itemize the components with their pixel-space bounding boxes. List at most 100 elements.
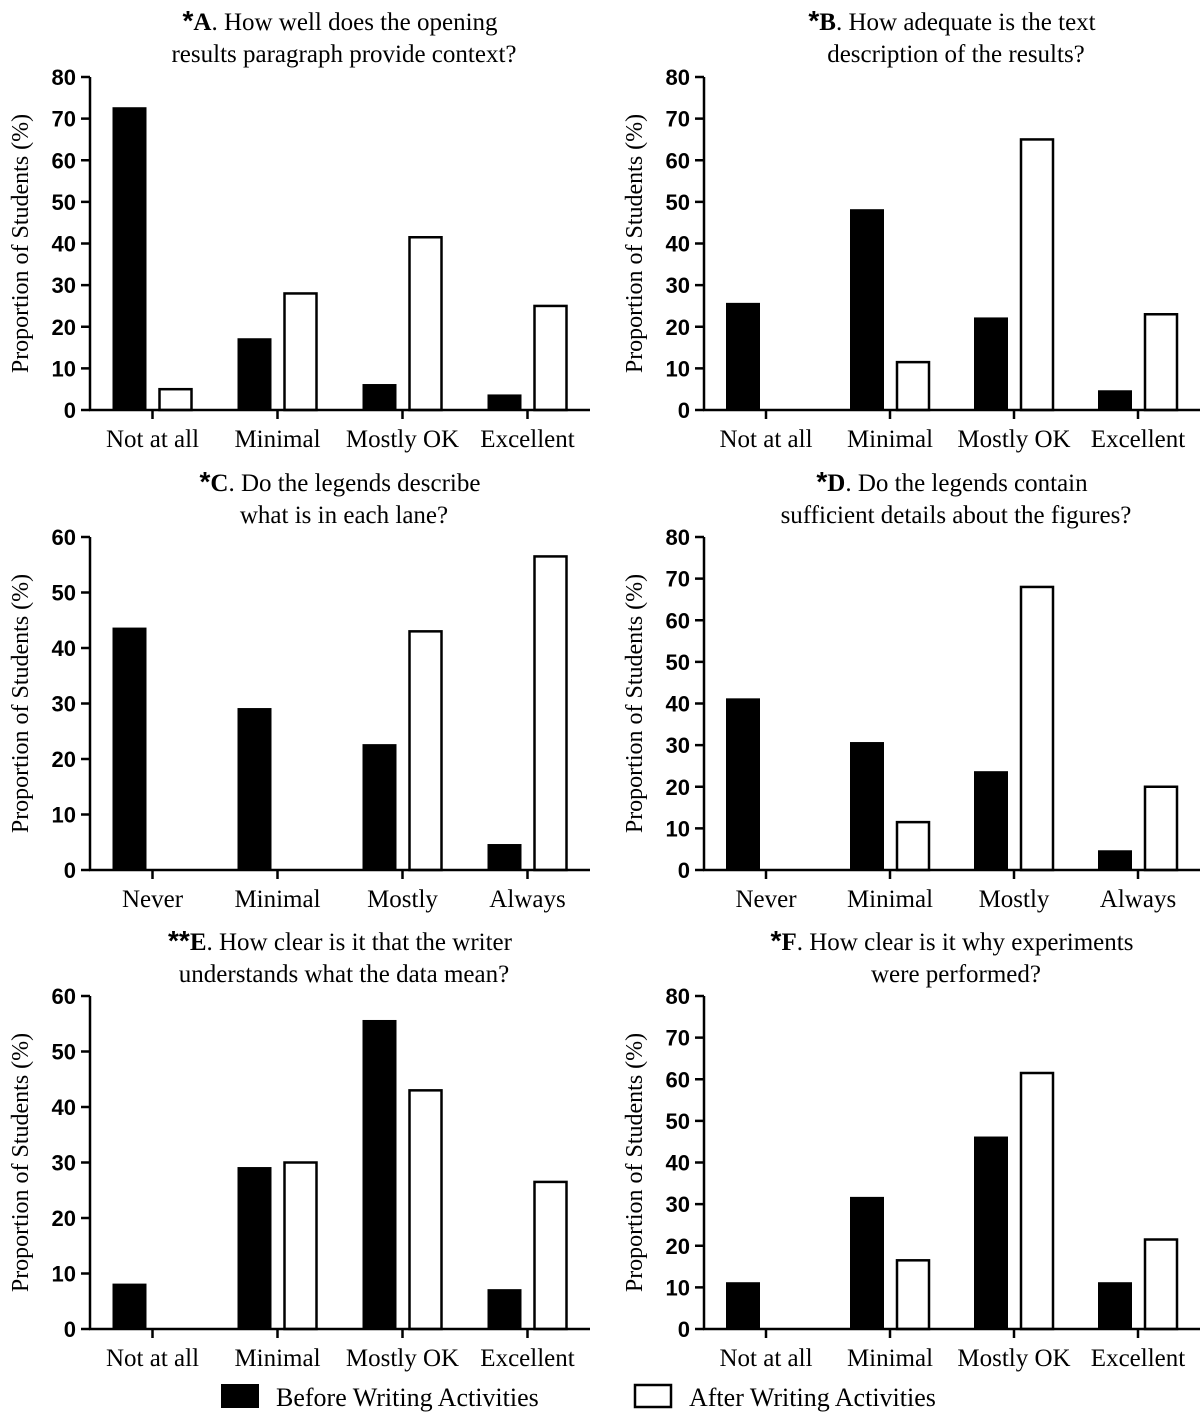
bar-before (974, 317, 1008, 411)
bar-before (487, 394, 522, 411)
chart-panel-b: *B. How adequate is the text description … (622, 5, 1200, 453)
chart-panel-f: *F. How clear is it why experiments were … (622, 925, 1200, 1372)
legend-swatch-before (221, 1384, 259, 1408)
x-category-label: Mostly OK (957, 1345, 1070, 1372)
panel-letter: D (827, 470, 845, 497)
bar-before (726, 698, 760, 872)
y-tick-label: 50 (52, 1040, 76, 1065)
chart-title-text: . Do the legends contain (845, 470, 1088, 497)
x-category-label: Not at all (106, 1345, 199, 1372)
chart-title-text: . How adequate is the text (836, 9, 1096, 36)
y-tick-label: 70 (52, 107, 76, 132)
y-tick-label: 60 (52, 984, 76, 1009)
panel-letter: C (210, 470, 228, 497)
legend-label-before: Before Writing Activities (276, 1383, 539, 1412)
bar-before (362, 1019, 397, 1330)
x-category-label: Minimal (234, 426, 320, 453)
y-tick-label: 50 (666, 1109, 690, 1134)
y-tick-label: 80 (666, 525, 690, 550)
panel-letter: F (781, 929, 796, 956)
bar-after (408, 630, 443, 872)
significance-marker: * (771, 925, 782, 956)
bar-before (487, 844, 522, 872)
chart-title-text: . How well does the opening (211, 9, 498, 36)
bar-after (1019, 1071, 1055, 1331)
panel-letter: B (819, 9, 836, 36)
y-tick-label: 20 (52, 747, 76, 772)
chart-title-text: . How clear is it that the writer (207, 929, 513, 956)
y-tick-label: 30 (52, 273, 76, 298)
y-axis-label-f: Proportion of Students (%) (622, 1033, 648, 1292)
y-axis-label-e: Proportion of Students (%) (8, 1033, 34, 1292)
significance-marker: * (808, 5, 819, 36)
y-tick-label: 60 (666, 148, 690, 173)
y-tick-label: 20 (666, 775, 690, 800)
chart-title-line2-d: sufficient details about the figures? (781, 502, 1132, 529)
chart-title-line2-a: results paragraph provide context? (171, 41, 516, 68)
chart-title-text: . Do the legends describe (228, 470, 480, 497)
chart-title-line2-f: were performed? (871, 961, 1041, 988)
y-tick-label: 40 (52, 1095, 76, 1120)
x-category-label: Excellent (1091, 426, 1185, 453)
chart-title-line2-c: what is in each lane? (240, 502, 448, 529)
y-tick-label: 10 (52, 803, 76, 828)
bar-after (158, 387, 193, 412)
bar-before (850, 209, 884, 411)
significance-marker: ** (168, 925, 190, 956)
panel-letter: E (190, 929, 207, 956)
chart-panel-c: *C. Do the legends describe what is in ea… (8, 466, 590, 913)
y-tick-label: 30 (52, 692, 76, 717)
y-tick-label: 40 (666, 1151, 690, 1176)
y-axis-label-d: Proportion of Students (%) (622, 574, 648, 833)
y-tick-label: 0 (678, 398, 690, 423)
y-tick-label: 80 (666, 984, 690, 1009)
y-tick-label: 80 (666, 65, 690, 90)
bar-before (1098, 850, 1132, 871)
y-tick-label: 60 (52, 525, 76, 550)
y-tick-label: 0 (64, 398, 76, 423)
y-tick-label: 30 (52, 1151, 76, 1176)
x-category-label: Minimal (847, 886, 933, 913)
legend: Before Writing Activities After Writing … (221, 1383, 936, 1412)
bar-before (362, 384, 397, 411)
x-category-label: Never (735, 886, 797, 913)
bar-before (1098, 390, 1132, 411)
x-category-label: Minimal (847, 426, 933, 453)
chart-panel-e: **E. How clear is it that the writer unde… (8, 925, 590, 1372)
y-tick-label: 50 (52, 190, 76, 215)
x-category-label: Excellent (480, 1345, 574, 1372)
y-tick-label: 50 (666, 190, 690, 215)
y-tick-label: 60 (666, 1067, 690, 1092)
bar-after (533, 555, 568, 872)
y-tick-label: 60 (52, 148, 76, 173)
y-tick-label: 20 (52, 1206, 76, 1231)
y-tick-label: 10 (666, 816, 690, 841)
y-tick-label: 40 (52, 232, 76, 257)
x-category-label: Not at all (719, 1345, 812, 1372)
bar-after (533, 1180, 568, 1331)
legend-label-after: After Writing Activities (689, 1383, 936, 1412)
bar-before (1098, 1282, 1132, 1331)
significance-marker: * (816, 466, 827, 497)
y-tick-label: 0 (678, 858, 690, 883)
y-tick-label: 70 (666, 567, 690, 592)
y-tick-label: 40 (666, 232, 690, 257)
bar-before (974, 771, 1008, 872)
x-category-label: Minimal (234, 886, 320, 913)
x-category-label: Never (122, 886, 184, 913)
y-tick-label: 50 (52, 581, 76, 606)
chart-title-text: . How clear is it why experiments (797, 929, 1134, 956)
y-axis-label-c: Proportion of Students (%) (8, 574, 34, 833)
bar-after (283, 292, 318, 412)
bar-after (408, 1089, 443, 1331)
y-axis-label-a: Proportion of Students (%) (8, 114, 34, 373)
y-tick-label: 10 (52, 1262, 76, 1287)
chart-title-d: *D. Do the legends contain (816, 466, 1088, 497)
y-tick-label: 40 (666, 692, 690, 717)
y-tick-label: 80 (52, 65, 76, 90)
y-tick-label: 20 (666, 1234, 690, 1259)
y-tick-label: 50 (666, 650, 690, 675)
y-tick-label: 0 (64, 858, 76, 883)
panel-letter: A (193, 9, 211, 36)
